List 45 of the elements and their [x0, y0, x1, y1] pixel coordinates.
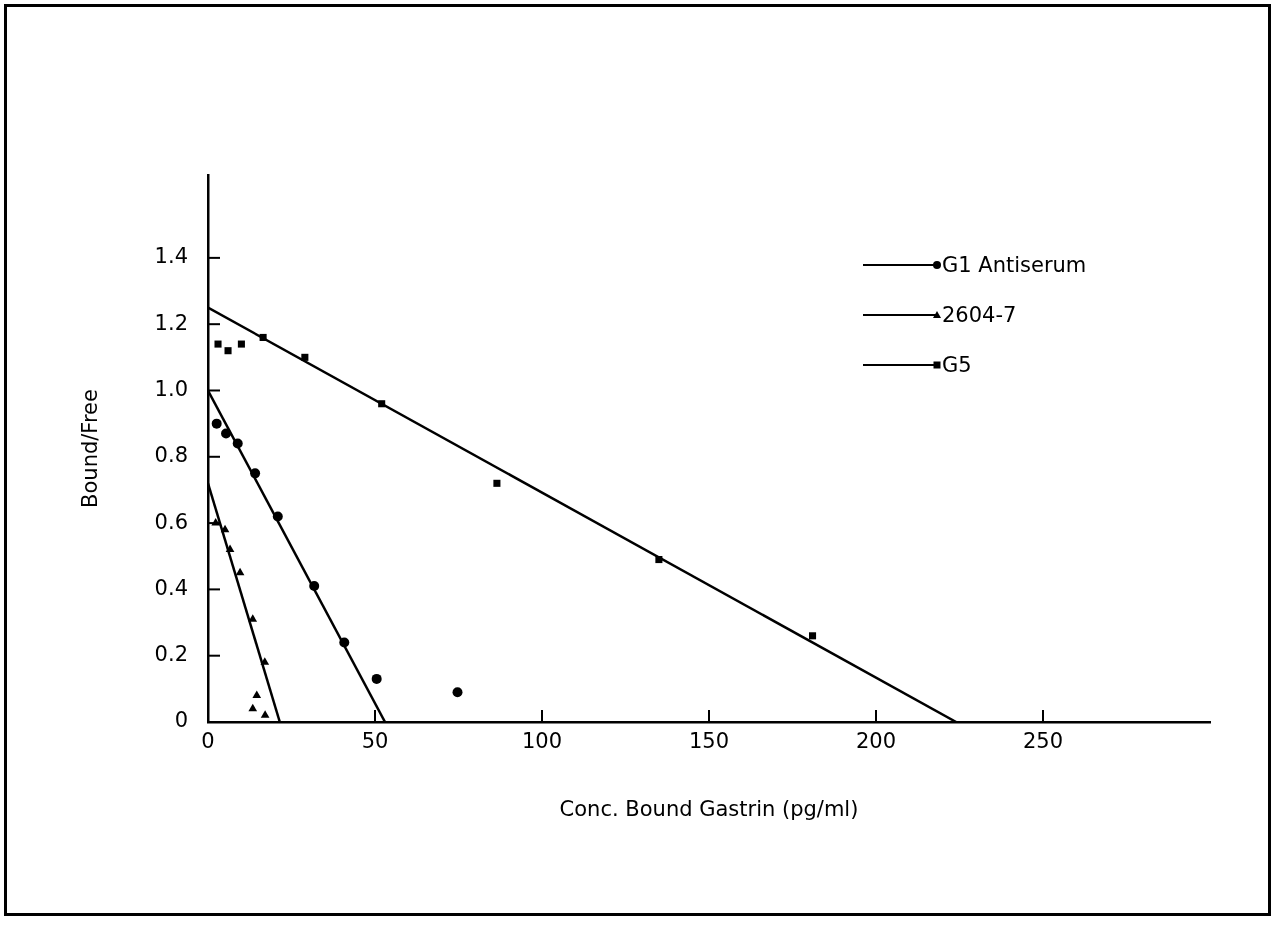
y-tick-label: 1.2: [154, 310, 188, 335]
legend-label: 2604-7: [942, 303, 1017, 327]
point: [220, 524, 230, 533]
point: [237, 340, 245, 348]
point: [252, 690, 262, 698]
point: [301, 353, 309, 361]
legend-label: G1 Antiserum: [942, 253, 1087, 277]
point: [809, 632, 817, 640]
x-tick-label: 200: [855, 729, 897, 754]
point: [260, 710, 270, 718]
point: [272, 511, 283, 522]
x-axis-title: Conc. Bound Gastrin (pg/ml): [559, 796, 859, 821]
y-tick-label: 1.0: [154, 376, 188, 401]
x-tick-label: 250: [1022, 729, 1064, 754]
y-tick-label: 1.4: [154, 244, 188, 269]
x-tick-label: 0: [201, 729, 215, 754]
point: [248, 614, 258, 622]
x-tick-label: 100: [521, 729, 563, 754]
point: [309, 581, 320, 592]
point: [224, 347, 232, 355]
point: [250, 468, 261, 479]
point: [232, 438, 243, 449]
point: [235, 567, 245, 576]
point: [339, 637, 350, 648]
point: [248, 703, 258, 712]
point: [214, 340, 222, 348]
point: [371, 673, 382, 684]
y-tick-label: 0.2: [154, 642, 188, 667]
point: [211, 418, 222, 429]
point: [225, 544, 235, 553]
point: [259, 333, 267, 341]
y-tick-label: 0: [174, 708, 188, 733]
y-tick-label: 0.6: [154, 509, 188, 534]
y-tick-label: 0.4: [154, 575, 188, 600]
point: [260, 657, 270, 665]
y-axis-title: Bound/Free: [78, 389, 103, 508]
point: [452, 687, 463, 698]
point: [493, 479, 501, 487]
point: [655, 556, 663, 564]
x-tick-label: 150: [688, 729, 730, 754]
x-tick-label: 50: [361, 729, 389, 754]
y-tick-label: 0.8: [154, 443, 188, 468]
point: [221, 428, 232, 439]
legend-label: G5: [942, 353, 972, 377]
point: [378, 400, 386, 408]
